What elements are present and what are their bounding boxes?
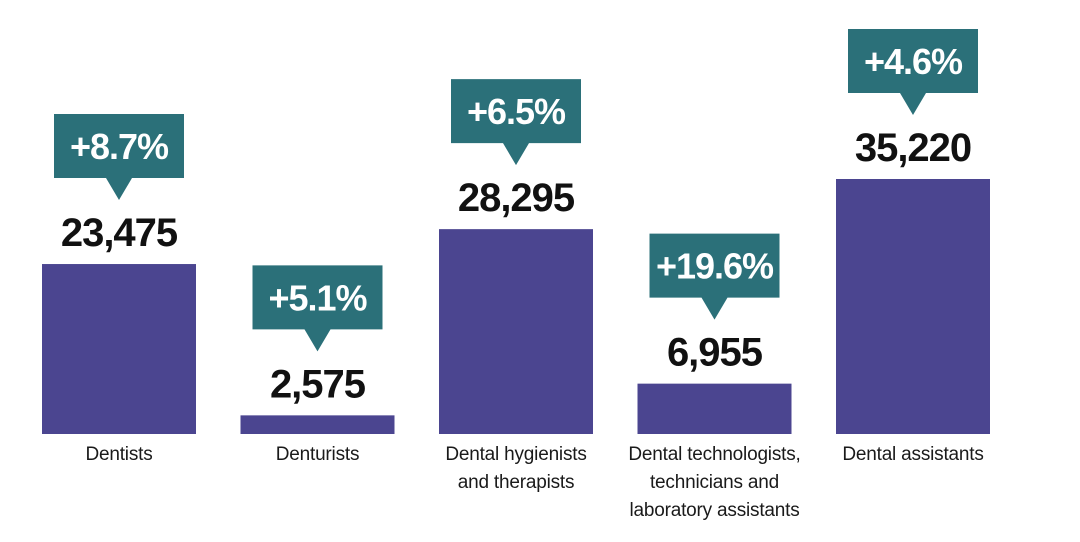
category-label-line: Dentists xyxy=(85,444,153,465)
bar xyxy=(637,383,792,434)
change-badge xyxy=(649,233,780,320)
bar xyxy=(439,229,593,434)
value-label: 23,475 xyxy=(61,211,178,255)
category-label-line: technicians and xyxy=(649,472,780,493)
change-label: +8.7% xyxy=(70,126,169,167)
category-label: Dental hygienists and therapists xyxy=(416,441,616,497)
category-label-line: Dental assistants xyxy=(842,444,984,465)
category-label: Dentists xyxy=(19,441,219,469)
change-badge xyxy=(451,79,581,166)
value-label: 28,295 xyxy=(458,176,575,220)
value-label: 35,220 xyxy=(855,126,971,170)
category-label-line: and therapists xyxy=(457,472,575,493)
change-label: +19.6% xyxy=(656,246,774,287)
category-label: Dental technologists, technicians and labo… xyxy=(615,441,815,525)
bar xyxy=(42,264,196,434)
category-label: Denturists xyxy=(218,441,418,469)
change-badge xyxy=(54,114,184,201)
change-label: +6.5% xyxy=(467,91,566,132)
bar xyxy=(836,179,990,434)
change-badge xyxy=(252,265,383,352)
category-label-line: Denturists xyxy=(275,444,360,465)
category-label-line: Dental technologists, xyxy=(628,444,801,465)
value-label: 2,575 xyxy=(270,362,366,406)
category-label-line: Dental hygienists xyxy=(445,444,587,465)
change-label: +5.1% xyxy=(268,277,367,318)
value-label: 6,955 xyxy=(667,331,763,375)
bar xyxy=(240,415,395,434)
change-badge xyxy=(848,29,978,115)
category-label: Dental assistants xyxy=(813,441,1013,469)
category-label-line: laboratory assistants xyxy=(629,500,800,521)
change-label: +4.6% xyxy=(864,41,963,82)
